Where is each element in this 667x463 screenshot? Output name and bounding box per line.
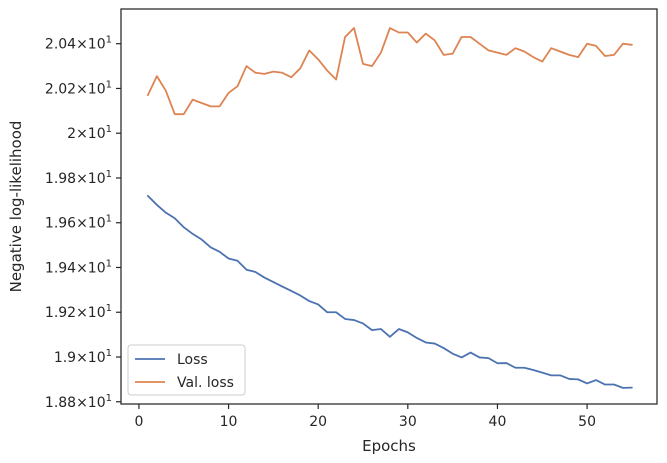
y-tick-label: 1.88×101 <box>45 393 112 411</box>
x-axis-label: Epochs <box>362 437 416 455</box>
series-layer <box>146 27 633 389</box>
legend-label-val-loss: Val. loss <box>177 375 234 391</box>
y-tick-label: 2×101 <box>67 124 112 142</box>
x-tick-label: 10 <box>220 414 238 430</box>
plot-frame <box>120 8 658 405</box>
y-tick-label: 2.04×101 <box>45 35 112 53</box>
x-tick-label: 20 <box>309 414 327 430</box>
legend-label-loss: Loss <box>177 352 208 368</box>
x-tick-label: 40 <box>489 414 507 430</box>
x-axis: 0 10 20 30 40 50 <box>134 404 596 430</box>
y-tick-label: 1.98×101 <box>45 169 112 187</box>
legend: Loss Val. loss <box>127 344 246 396</box>
series-line-0 <box>146 194 633 389</box>
y-tick-label: 1.94×101 <box>45 258 112 276</box>
y-tick-label: 1.92×101 <box>45 303 112 321</box>
plot-area <box>121 9 657 404</box>
y-tick-label: 2.02×101 <box>45 79 112 97</box>
x-tick-label: 0 <box>134 414 143 430</box>
y-tick-label: 1.96×101 <box>45 214 112 232</box>
y-axis: 1.88×101 1.9×101 1.92×101 1.94×101 1.96×101 1… <box>45 35 121 411</box>
x-tick-label: 50 <box>578 414 596 430</box>
x-tick-label: 30 <box>399 414 417 430</box>
y-tick-label: 1.9×101 <box>54 348 112 366</box>
series-line-1 <box>146 27 633 116</box>
y-axis-label: Negative log-likelihood <box>7 121 25 293</box>
